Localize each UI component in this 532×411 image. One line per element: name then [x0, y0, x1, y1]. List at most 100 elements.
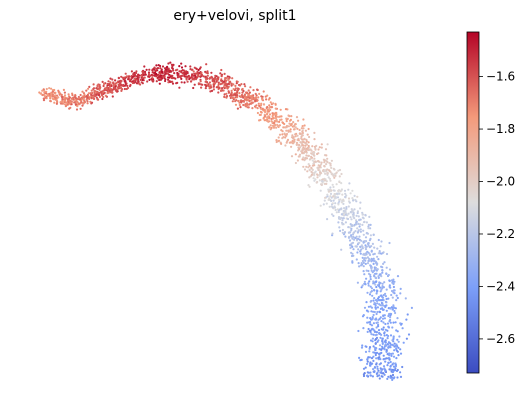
cell-point: [58, 91, 61, 94]
cell-point: [354, 230, 357, 233]
cell-point: [115, 81, 118, 84]
cell-point: [247, 89, 250, 92]
cell-point: [366, 371, 369, 374]
cell-point: [394, 364, 398, 368]
cell-point: [239, 95, 243, 99]
cell-point: [75, 100, 78, 103]
cell-point: [276, 120, 279, 123]
cell-point: [369, 323, 372, 326]
cell-point: [377, 329, 381, 332]
cell-point: [387, 345, 390, 348]
cell-point: [312, 151, 316, 154]
cell-point: [373, 366, 376, 369]
cell-point: [312, 177, 315, 180]
cell-point: [134, 71, 138, 75]
cell-point: [342, 202, 345, 205]
cell-point: [375, 362, 378, 365]
cell-point: [259, 118, 262, 122]
cell-point: [356, 195, 359, 198]
cell-point: [375, 312, 378, 316]
cell-point: [325, 154, 328, 157]
cell-point: [166, 72, 169, 75]
cell-point: [272, 116, 275, 120]
cell-point: [337, 221, 340, 224]
cell-point: [332, 189, 335, 192]
cell-point: [299, 146, 302, 149]
cell-point: [210, 75, 213, 78]
cell-point: [102, 82, 106, 86]
cell-point: [405, 318, 408, 321]
cell-point: [410, 306, 413, 309]
cell-point: [266, 105, 269, 109]
cell-point: [294, 161, 297, 165]
cell-point: [382, 372, 385, 375]
cell-point: [108, 87, 112, 90]
cell-point: [327, 198, 330, 201]
cell-point: [220, 79, 223, 82]
cell-point: [353, 217, 356, 220]
cell-point: [355, 239, 359, 242]
cell-point: [381, 308, 385, 311]
cell-point: [335, 183, 338, 186]
cell-point: [266, 94, 269, 97]
cell-point: [150, 77, 153, 81]
cell-point: [370, 306, 374, 309]
cell-point: [161, 65, 165, 68]
cell-point: [369, 234, 372, 237]
cell-point: [362, 314, 365, 317]
cell-point: [382, 262, 385, 265]
cell-point: [302, 165, 305, 168]
cell-point: [41, 93, 44, 97]
cell-point: [343, 189, 347, 192]
cell-point: [86, 102, 89, 105]
cell-point: [100, 91, 103, 94]
cell-point: [42, 97, 45, 100]
cell-point: [249, 86, 252, 89]
cell-point: [212, 88, 215, 91]
cell-point: [389, 360, 392, 364]
cell-point: [362, 327, 365, 330]
cell-point: [372, 355, 375, 358]
cell-point: [80, 97, 83, 100]
cell-point: [88, 85, 91, 88]
cell-point: [324, 196, 327, 199]
cell-point: [98, 91, 101, 94]
cell-point: [373, 301, 376, 304]
cell-point: [372, 322, 375, 325]
cell-point: [365, 245, 368, 248]
cell-point: [294, 126, 297, 129]
cell-point: [380, 320, 383, 323]
cell-point: [107, 80, 110, 83]
cell-point: [79, 93, 82, 97]
cell-point: [165, 72, 168, 75]
cell-point: [297, 155, 300, 158]
cell-point: [167, 78, 170, 81]
cell-point: [314, 160, 317, 163]
cell-point: [323, 199, 326, 202]
cell-point: [151, 71, 154, 74]
cell-point: [63, 91, 66, 94]
cell-point: [367, 227, 370, 230]
cell-point: [289, 118, 292, 121]
cell-point: [255, 104, 258, 107]
cell-point: [68, 107, 71, 110]
cell-point: [205, 71, 208, 74]
cell-point: [102, 95, 105, 99]
cell-point: [159, 67, 162, 70]
cell-point: [305, 138, 308, 141]
cell-point: [132, 79, 135, 82]
cell-point: [274, 107, 277, 110]
cell-point: [78, 96, 81, 99]
cell-point: [64, 98, 67, 101]
cell-point: [306, 170, 309, 173]
cell-point: [275, 113, 278, 116]
cell-point: [135, 70, 138, 73]
cell-point: [171, 74, 174, 77]
cell-point: [376, 371, 379, 374]
cell-point: [270, 126, 273, 129]
cell-point: [147, 71, 151, 74]
cell-point: [190, 76, 193, 79]
cell-point: [136, 75, 139, 78]
cell-point: [305, 165, 308, 168]
cell-point: [362, 367, 366, 370]
